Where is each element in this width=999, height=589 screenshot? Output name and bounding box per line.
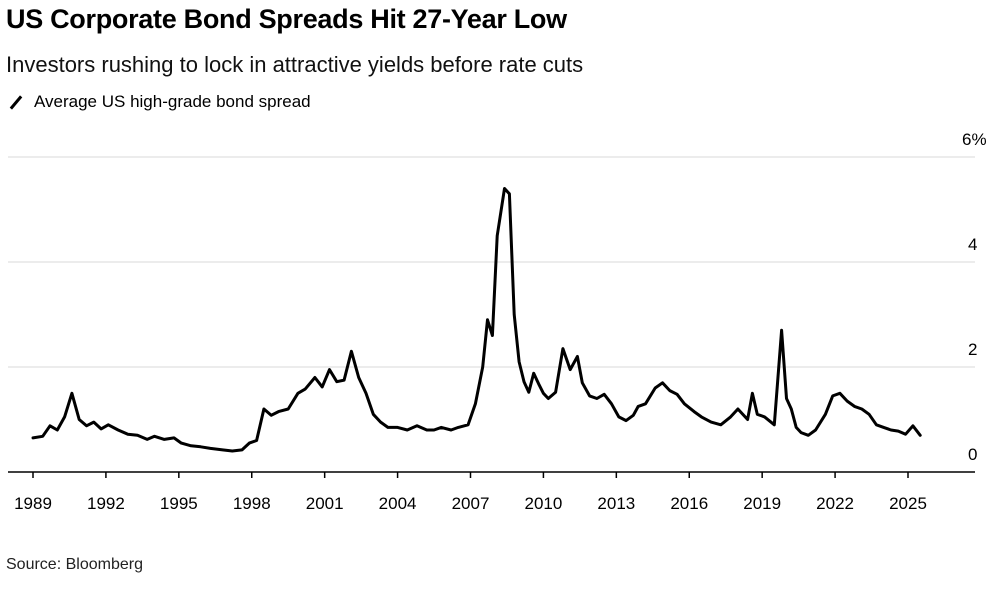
x-tick-label: 2004 bbox=[379, 494, 417, 513]
x-tick-label: 2022 bbox=[816, 494, 854, 513]
x-tick-label: 2007 bbox=[452, 494, 490, 513]
gridlines bbox=[8, 156, 975, 368]
x-tick-label: 1992 bbox=[87, 494, 125, 513]
x-tick-label: 2013 bbox=[597, 494, 635, 513]
y-tick-label: 4 bbox=[968, 235, 977, 254]
x-tick-label: 1998 bbox=[233, 494, 271, 513]
x-tick-label: 1995 bbox=[160, 494, 198, 513]
series-line-high-grade-spread bbox=[31, 187, 922, 453]
x-tick-label: 2019 bbox=[743, 494, 781, 513]
y-axis-ticks: 0 2 4 6% bbox=[962, 130, 987, 464]
y-tick-label: 2 bbox=[968, 340, 977, 359]
chart-subtitle: Investors rushing to lock in attractive … bbox=[6, 52, 584, 77]
x-tick-label: 1989 bbox=[14, 494, 52, 513]
x-tick-label: 2016 bbox=[670, 494, 708, 513]
x-tick-label: 2010 bbox=[525, 494, 563, 513]
legend-label: Average US high-grade bond spread bbox=[34, 92, 311, 111]
x-axis-ticks: 1989 1992 1995 1998 2001 2004 2007 2010 2013 2016… bbox=[14, 472, 927, 513]
y-tick-label: 6% bbox=[962, 130, 987, 149]
chart-title: US Corporate Bond Spreads Hit 27-Year Lo… bbox=[6, 4, 567, 34]
source-note: Source: Bloomberg bbox=[6, 556, 143, 573]
x-tick-label: 2025 bbox=[889, 494, 927, 513]
legend: Average US high-grade bond spread bbox=[8, 92, 311, 112]
y-tick-label: 0 bbox=[968, 445, 977, 464]
x-tick-label: 2001 bbox=[306, 494, 344, 513]
